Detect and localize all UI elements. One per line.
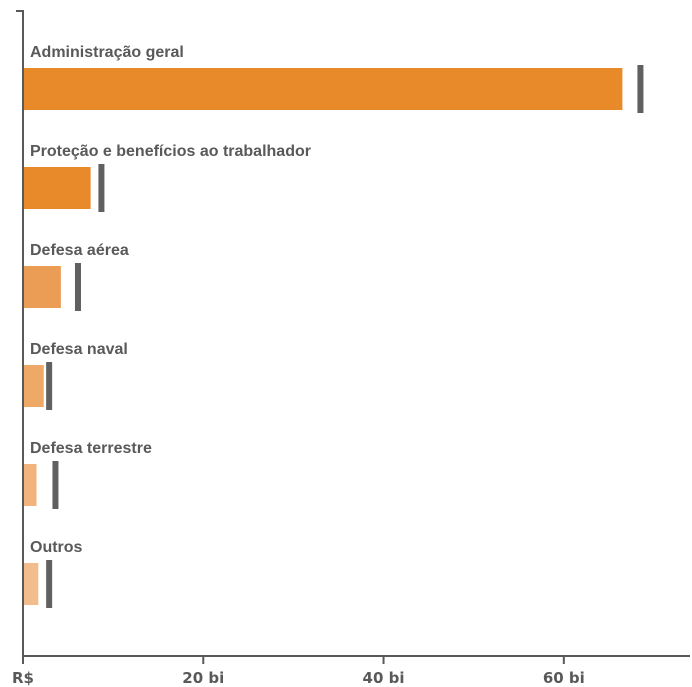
bar [23,68,623,110]
bar [23,266,61,308]
category-label: Proteção e benefícios ao trabalhador [30,143,311,160]
category-label: Outros [30,539,83,556]
axis-layer: R$ 20 bi 40 bi 60 bi [12,10,690,687]
category-label: Defesa terrestre [30,440,152,457]
bar-marker [637,65,644,113]
x-tick-label: R$ [12,669,34,687]
x-tick-label: 20 bi [182,669,224,687]
bar-marker [52,461,59,509]
bar [23,563,39,605]
bar-marker [46,560,53,608]
bars-layer: Administração geral Proteção e benefícios… [23,44,644,608]
bar [23,167,91,209]
bar [23,365,44,407]
category-label: Administração geral [30,44,184,61]
category-label: Defesa aérea [30,242,129,259]
x-tick-label: 60 bi [543,669,585,687]
bar-marker [46,362,53,410]
bar-marker [74,263,81,311]
bar-marker [98,164,105,212]
category-label: Defesa naval [30,341,128,358]
x-tick-label: 40 bi [363,669,405,687]
bar [23,464,37,506]
